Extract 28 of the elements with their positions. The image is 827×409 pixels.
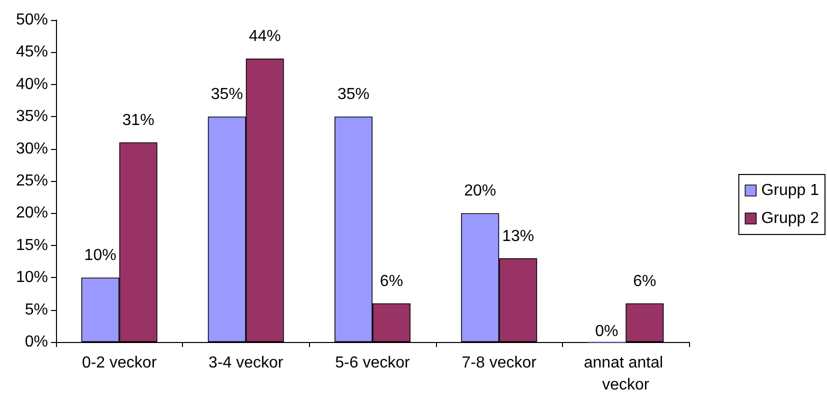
- x-tick-label: 0-2 veckor: [82, 354, 158, 372]
- data-label: 44%: [248, 28, 281, 46]
- x-tick-label: 5-6 veckor: [335, 354, 411, 372]
- y-tick-label: 45%: [16, 44, 48, 61]
- y-tick-label: 30%: [16, 140, 48, 158]
- y-tick-label: 50%: [16, 12, 48, 28]
- x-tick-label: 3-4 veckor: [208, 354, 284, 372]
- y-tick-label: 5%: [24, 301, 48, 318]
- x-tick-label: 7-8 veckor: [462, 354, 538, 372]
- data-label: 31%: [122, 112, 154, 129]
- data-label: 20%: [464, 182, 496, 200]
- y-tick-label: 10%: [16, 269, 48, 286]
- data-label: 0%: [595, 323, 618, 340]
- legend-label: Grupp 1: [761, 182, 820, 199]
- data-label: 10%: [84, 247, 116, 264]
- data-label: 35%: [337, 86, 370, 104]
- y-tick-label: 35%: [16, 108, 48, 126]
- legend-label: Grupp 2: [761, 210, 820, 227]
- y-tick-label: 20%: [16, 204, 48, 222]
- data-label: 6%: [633, 272, 656, 290]
- y-tick-label: 15%: [16, 236, 48, 254]
- y-tick-label: 0%: [24, 334, 48, 350]
- data-label: 6%: [380, 272, 404, 290]
- data-label: 35%: [210, 86, 243, 104]
- y-tick-label: 25%: [16, 172, 48, 190]
- y-tick-label: 40%: [16, 76, 48, 93]
- x-tick-label: annat antal veckor: [584, 354, 668, 394]
- data-label: 13%: [502, 228, 534, 245]
